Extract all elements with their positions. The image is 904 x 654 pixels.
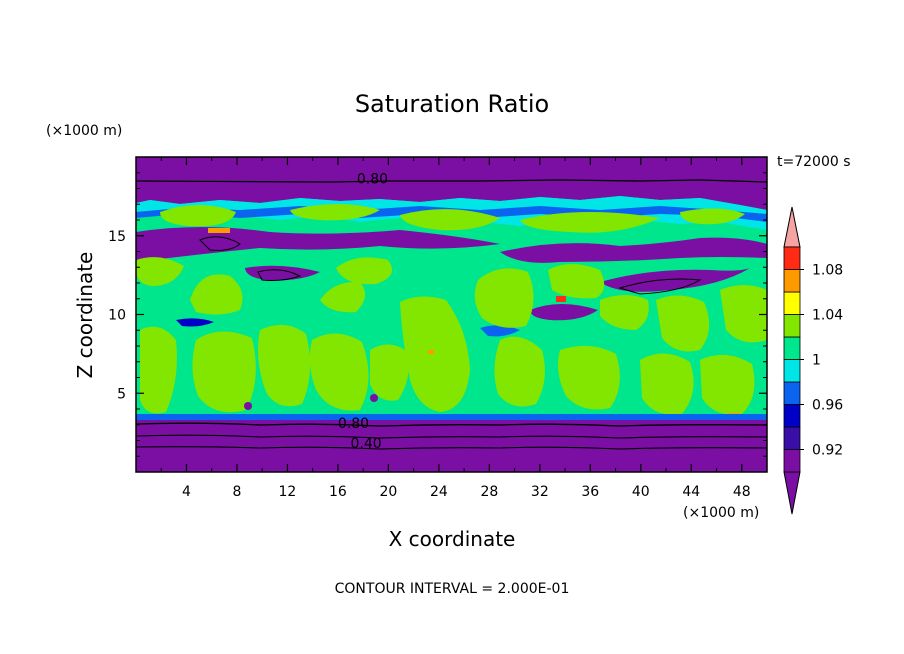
y-unit-label: (×1000 m) — [46, 123, 122, 139]
contour-mid — [199, 236, 241, 251]
contour-mid — [618, 278, 702, 295]
cloud-cell — [640, 353, 694, 415]
moist-dot — [428, 350, 434, 354]
cloud-cell — [190, 274, 243, 315]
colorbar-tick-label: 0.96 — [812, 398, 843, 414]
cloud-cell — [336, 257, 392, 285]
upper-patch — [160, 205, 236, 227]
moist-dot — [556, 296, 566, 302]
cloud-cell — [558, 345, 620, 410]
cloud-cell — [700, 354, 755, 415]
contour-label: 0.80 — [357, 172, 388, 188]
contour-label: 0.40 — [351, 436, 382, 452]
dry-spot — [244, 402, 252, 410]
mid-dry-streak — [530, 304, 598, 321]
cloud-cell — [309, 333, 369, 411]
x-axis-label: X coordinate — [389, 527, 516, 551]
colorbar-under-arrow — [783, 471, 801, 515]
colorbar-over-arrow — [783, 206, 801, 248]
colorbar-swatch — [783, 336, 801, 360]
y-tick-label: 15 — [108, 229, 126, 245]
chart-title: Saturation Ratio — [355, 90, 549, 118]
colorbar-swatch — [783, 314, 801, 338]
colorbar-swatch — [783, 246, 801, 270]
colorbar-swatch — [783, 269, 801, 293]
cloud-cell — [370, 344, 409, 401]
moist-dot — [208, 228, 230, 233]
cloud-cell — [136, 257, 184, 286]
cloud-cell — [548, 264, 605, 299]
x-tick-label: 48 — [733, 484, 751, 500]
mid-dry-streak — [136, 227, 500, 262]
contour-060-lower — [136, 434, 767, 439]
contour-mid — [257, 269, 302, 281]
mid-dry-streak — [480, 325, 520, 337]
y-tick-label: 5 — [117, 386, 126, 402]
x-tick-label: 4 — [182, 484, 191, 500]
mid-dry-streak — [500, 237, 767, 263]
upper-patch — [400, 209, 500, 231]
contour-interval-footer: CONTOUR INTERVAL = 2.000E-01 — [335, 581, 570, 597]
upper-patch — [290, 204, 380, 221]
colorbar-swatch — [783, 404, 801, 428]
mid-dry-streak — [245, 265, 320, 281]
colorbar-tick-label: 1 — [812, 353, 821, 369]
colorbar: 0.92 0.96 1 1.04 1.08 — [783, 206, 843, 515]
y-tick-label: 10 — [108, 308, 126, 324]
cloud-cell — [192, 331, 256, 413]
colorbar-swatch — [783, 449, 801, 473]
x-tick-label: 32 — [531, 484, 549, 500]
x-tick-label: 28 — [480, 484, 498, 500]
x-tick-label: 24 — [430, 484, 448, 500]
x-tick-label: 40 — [632, 484, 650, 500]
time-label: t=72000 s — [777, 154, 851, 170]
cloud-cell — [258, 324, 311, 407]
cloud-cell — [720, 285, 767, 343]
x-tick-label: 12 — [279, 484, 297, 500]
cloud-cell — [140, 326, 177, 414]
cloud-cell — [494, 336, 545, 407]
saturation-field — [136, 157, 767, 472]
y-axis: 5 10 15 — [108, 172, 767, 457]
y-axis-label: Z coordinate — [73, 252, 97, 379]
x-tick-label: 36 — [581, 484, 599, 500]
x-tick-label: 16 — [329, 484, 347, 500]
cloud-cell — [320, 281, 366, 313]
contour-040-lower — [136, 446, 767, 450]
lower-dry-layer — [136, 420, 767, 472]
contour-label: 0.80 — [338, 416, 369, 432]
mid-dry-streak — [600, 268, 750, 292]
colorbar-tick-label: 1.04 — [812, 308, 843, 324]
cloud-cell — [400, 296, 470, 412]
x-tick-label: 20 — [379, 484, 397, 500]
contour-080-lower — [136, 422, 767, 427]
x-tick-label: 8 — [232, 484, 241, 500]
x-tick-label: 44 — [682, 484, 700, 500]
dry-spot — [370, 394, 378, 402]
cloud-cell — [474, 268, 534, 328]
contour-labels: 0.80 0.80 0.40 — [338, 172, 388, 453]
mid-dry-streak — [176, 318, 214, 327]
upper-dry-layer — [136, 157, 767, 210]
contour-080-upper — [136, 179, 767, 183]
colorbar-tick-label: 0.92 — [812, 443, 843, 459]
colorbar-swatch — [783, 381, 801, 405]
colorbar-swatch — [783, 359, 801, 383]
colorbar-swatch — [783, 291, 801, 315]
x-unit-label: (×1000 m) — [683, 505, 759, 521]
colorbar-tick-label: 1.08 — [812, 263, 843, 279]
upper-patch — [680, 208, 745, 225]
colorbar-swatch — [783, 426, 801, 450]
cloud-cell — [656, 295, 710, 352]
upper-patch — [520, 211, 660, 233]
x-axis: 4 8 12 16 20 24 28 32 36 40 44 48 — [160, 157, 751, 500]
cloud-cell — [600, 295, 649, 330]
